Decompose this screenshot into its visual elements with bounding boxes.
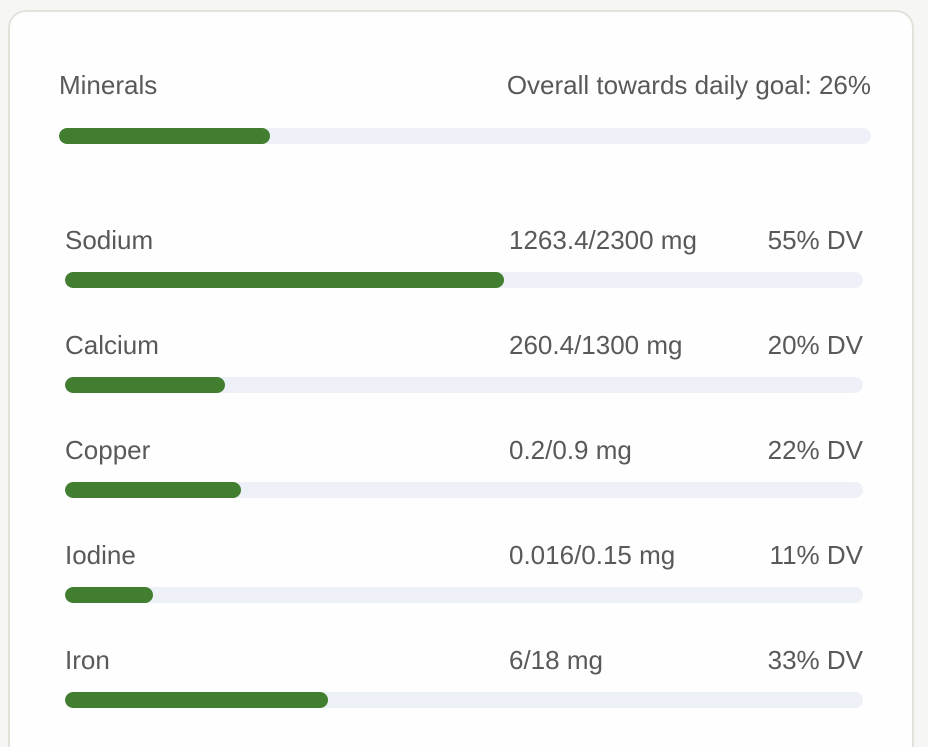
mineral-amount: 0.016/0.15 mg	[509, 540, 676, 570]
mineral-labels: Copper 0.2/0.9 mg 22% DV	[65, 434, 863, 466]
overall-goal-label: Overall towards daily goal: 26%	[506, 70, 871, 100]
mineral-dv-percent: 11% DV	[769, 540, 863, 570]
mineral-name: Copper	[65, 435, 151, 465]
mineral-row-iron: Iron 6/18 mg 33% DV	[65, 644, 863, 708]
mineral-name: Sodium	[65, 225, 154, 255]
mineral-amount: 260.4/1300 mg	[509, 330, 683, 360]
mineral-labels: Calcium 260.4/1300 mg 20% DV	[65, 329, 863, 361]
mineral-dv-percent: 33% DV	[767, 645, 863, 675]
mineral-progress-bar	[65, 587, 863, 603]
mineral-labels: Sodium 1263.4/2300 mg 55% DV	[65, 224, 863, 256]
mineral-amount: 6/18 mg	[509, 645, 603, 675]
mineral-row-calcium: Calcium 260.4/1300 mg 20% DV	[65, 329, 863, 393]
panel-title: Minerals	[59, 70, 158, 100]
minerals-list: Sodium 1263.4/2300 mg 55% DV Calcium 260…	[65, 224, 863, 708]
mineral-labels: Iodine 0.016/0.15 mg 11% DV	[65, 539, 863, 571]
minerals-panel: Minerals Overall towards daily goal: 26%…	[8, 10, 914, 747]
mineral-progress-bar	[65, 272, 863, 288]
mineral-labels: Iron 6/18 mg 33% DV	[65, 644, 863, 676]
mineral-progress-fill	[65, 377, 225, 393]
mineral-name: Iron	[65, 645, 110, 675]
mineral-dv-percent: 20% DV	[767, 330, 863, 360]
mineral-row-copper: Copper 0.2/0.9 mg 22% DV	[65, 434, 863, 498]
overall-progress-fill	[59, 128, 271, 144]
mineral-amount: 1263.4/2300 mg	[509, 225, 697, 255]
mineral-dv-percent: 22% DV	[767, 435, 863, 465]
mineral-progress-fill	[65, 587, 153, 603]
mineral-progress-bar	[65, 482, 863, 498]
mineral-progress-fill	[65, 482, 241, 498]
mineral-name: Iodine	[65, 540, 136, 570]
mineral-progress-bar	[65, 377, 863, 393]
mineral-amount: 0.2/0.9 mg	[509, 435, 632, 465]
mineral-row-sodium: Sodium 1263.4/2300 mg 55% DV	[65, 224, 863, 288]
mineral-progress-fill	[65, 272, 504, 288]
mineral-dv-percent: 55% DV	[767, 225, 863, 255]
mineral-name: Calcium	[65, 330, 159, 360]
mineral-progress-bar	[65, 692, 863, 708]
mineral-progress-fill	[65, 692, 329, 708]
panel-header: Minerals Overall towards daily goal: 26%	[59, 69, 871, 101]
overall-progress-bar	[59, 128, 871, 144]
mineral-row-iodine: Iodine 0.016/0.15 mg 11% DV	[65, 539, 863, 603]
